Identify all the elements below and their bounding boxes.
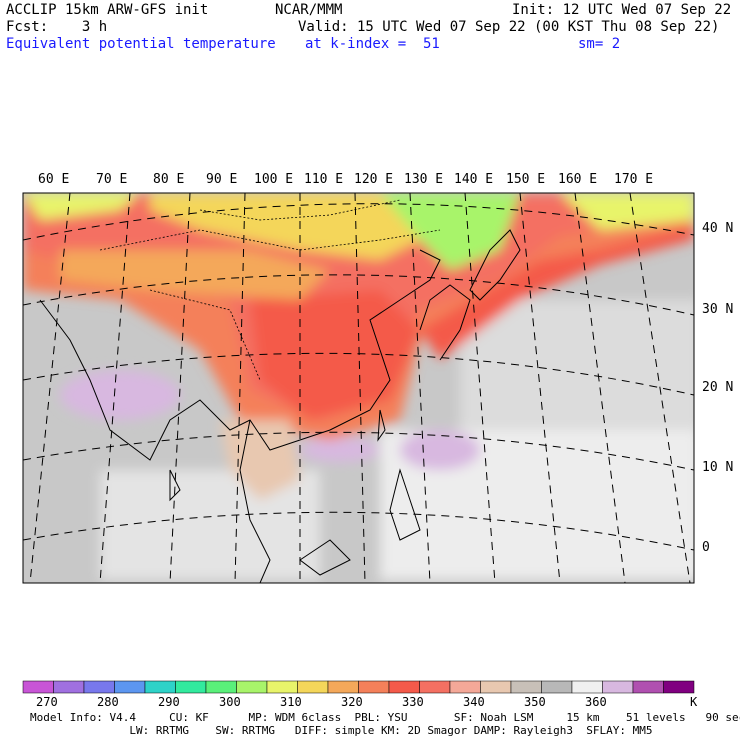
colorbar-label: 290	[158, 695, 180, 709]
colorbar-swatch	[388, 680, 420, 694]
lon-label: 60 E	[38, 172, 70, 187]
colorbar-unit: K	[690, 695, 698, 709]
lon-label: 170 E	[614, 172, 654, 187]
graticule	[23, 193, 694, 583]
colorbar-swatch	[571, 680, 603, 694]
colorbar	[22, 680, 695, 694]
colorbar-swatch	[266, 680, 298, 694]
colorbar-swatch	[297, 680, 329, 694]
lat-label: 0	[702, 540, 710, 555]
theta-e-field	[23, 193, 694, 583]
lon-label: 90 E	[206, 172, 238, 187]
lat-label: 10 N	[702, 460, 734, 475]
colorbar-label: 320	[341, 695, 363, 709]
colorbar-label: 310	[280, 695, 302, 709]
colorbar-swatch	[663, 680, 695, 694]
colorbar-swatch	[602, 680, 634, 694]
smoothing: sm= 2	[578, 36, 621, 52]
colorbar-swatch	[419, 680, 451, 694]
lon-label: 110 E	[304, 172, 344, 187]
lon-label: 80 E	[153, 172, 185, 187]
forecast-hour: Fcst: 3 h	[6, 19, 108, 35]
colorbar-label: 300	[219, 695, 241, 709]
colorbar-swatch	[53, 680, 85, 694]
colorbar-swatch	[632, 680, 664, 694]
field-name: Equivalent potential temperature	[6, 36, 276, 52]
init-time: Init: 12 UTC Wed 07 Sep 22	[512, 2, 732, 18]
colorbar-swatch	[510, 680, 542, 694]
physics-info: LW: RRTMG SW: RRTMG DIFF: simple KM: 2D …	[30, 724, 653, 737]
model-info: Model Info: V4.4 CU: KF MP: WDM 6class P…	[30, 711, 740, 724]
colorbar-swatch	[541, 680, 573, 694]
colorbar-label: 270	[36, 695, 58, 709]
lon-label: 120 E	[354, 172, 394, 187]
colorbar-swatch	[22, 680, 54, 694]
lat-label: 20 N	[702, 380, 734, 395]
k-index: at k-index = 51	[305, 36, 440, 52]
colorbar-swatch	[358, 680, 390, 694]
valid-time: Valid: 15 UTC Wed 07 Sep 22 (00 KST Thu …	[298, 19, 720, 35]
colorbar-label: 350	[524, 695, 546, 709]
lon-label: 70 E	[96, 172, 128, 187]
colorbar-swatch	[236, 680, 268, 694]
colorbar-swatch	[205, 680, 237, 694]
colorbar-swatch	[114, 680, 146, 694]
lon-label: 130 E	[404, 172, 444, 187]
lon-label: 140 E	[454, 172, 494, 187]
colorbar-swatch	[83, 680, 115, 694]
colorbar-label: 340	[463, 695, 485, 709]
colorbar-label: 330	[402, 695, 424, 709]
colorbar-swatch	[144, 680, 176, 694]
lon-label: 100 E	[254, 172, 294, 187]
lat-label: 40 N	[702, 221, 734, 236]
colorbar-label: 280	[97, 695, 119, 709]
lon-label: 160 E	[558, 172, 598, 187]
coastlines	[39, 229, 521, 583]
model-title: ACCLIP 15km ARW-GFS init	[6, 2, 209, 18]
colorbar-swatch	[175, 680, 207, 694]
colorbar-swatch	[480, 680, 512, 694]
organization: NCAR/MMM	[275, 2, 343, 18]
colorbar-swatch	[327, 680, 359, 694]
lat-label: 30 N	[702, 302, 734, 317]
colorbar-label: 360	[585, 695, 607, 709]
colorbar-swatch	[449, 680, 481, 694]
map-frame	[22, 192, 695, 584]
borders	[99, 199, 441, 381]
lon-label: 150 E	[506, 172, 546, 187]
